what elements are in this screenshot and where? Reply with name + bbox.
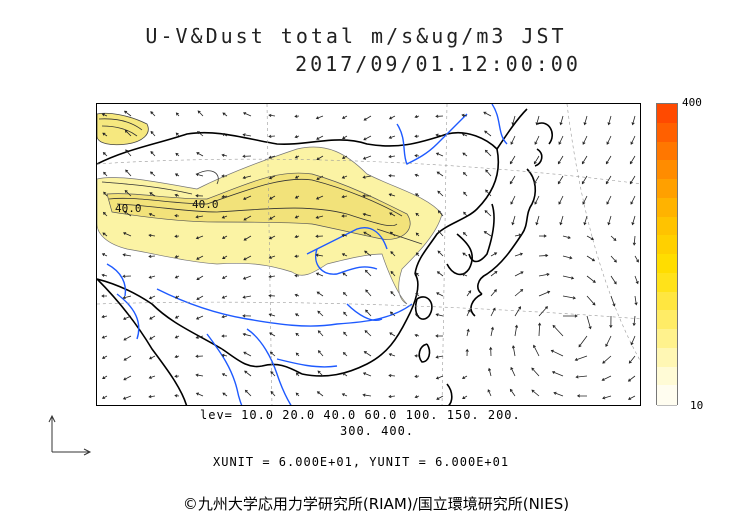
dust-plume-outer	[97, 146, 443, 305]
dust-colorbar	[656, 103, 678, 406]
graticule	[97, 104, 640, 405]
colorbar-cell	[657, 104, 677, 125]
colorbar-cell	[657, 122, 677, 143]
colorbar-cell	[657, 216, 677, 237]
copyright-notice: ©九州大学応用力学研究所(RIAM)/国立環境研究所(NIES)	[182, 495, 570, 513]
korea-coast	[468, 203, 495, 263]
colorbar-cell	[657, 347, 677, 368]
contour-levels-line2: 300. 400.	[340, 424, 415, 438]
colorbar-cell	[657, 179, 677, 200]
colorbar-cell	[657, 310, 677, 331]
dust-wind-map: 40.0 40.0	[96, 103, 641, 406]
colorbar-cell	[657, 235, 677, 256]
colorbar-cell	[657, 254, 677, 275]
colorbar-cell	[657, 197, 677, 218]
colorbar-cell	[657, 160, 677, 181]
colorbar-cell	[657, 272, 677, 293]
rivers	[106, 104, 508, 405]
map-canvas: 40.0 40.0	[97, 104, 640, 405]
colorbar-cell	[657, 291, 677, 312]
dust-plume-core	[106, 172, 411, 240]
colorbar-cell	[657, 141, 677, 162]
colorbar-min-label: 10	[690, 399, 704, 412]
colorbar-cell	[657, 329, 677, 350]
colorbar-max-label: 400	[682, 96, 702, 109]
wind-vectors	[101, 110, 639, 400]
reference-vector-arrows	[48, 414, 92, 456]
colorbar-cell	[657, 366, 677, 387]
japan-coast	[470, 122, 553, 317]
contour-levels-line1: lev= 10.0 20.0 40.0 60.0 100. 150. 200.	[200, 408, 521, 422]
contour-label-west: 40.0	[115, 202, 142, 215]
colorbar-cell	[657, 385, 677, 406]
map-title: U-V&Dust total m/s&ug/m3 JST	[145, 24, 567, 48]
contour-label-center: 40.0	[192, 198, 219, 211]
map-timestamp: 2017/09/01.12:00:00	[295, 52, 581, 76]
vector-units: XUNIT = 6.000E+01, YUNIT = 6.000E+01	[213, 455, 510, 469]
